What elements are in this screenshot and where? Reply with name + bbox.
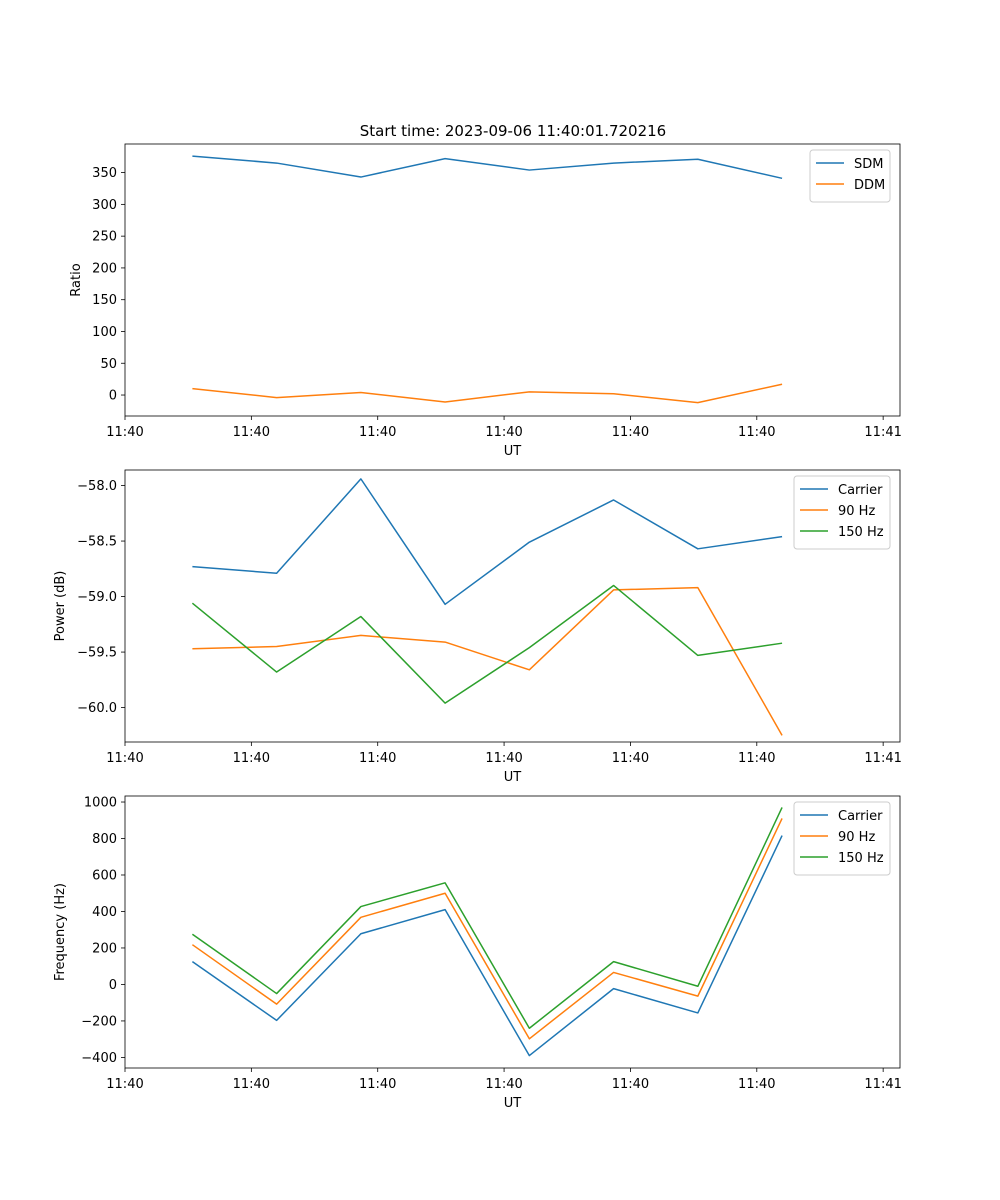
legend-label: 90 Hz	[838, 830, 875, 845]
x-tick-label: 11:41	[864, 1077, 901, 1092]
y-tick-label: −59.0	[77, 590, 117, 605]
legend: SDM DDM	[809, 149, 891, 203]
y-tick-label: 300	[92, 198, 117, 213]
y-tick-label: −59.5	[77, 646, 117, 661]
legend: Carrier 90 Hz 150 Hz	[793, 801, 891, 876]
axes-frame	[124, 795, 901, 1069]
x-tick-label: 11:40	[233, 1077, 270, 1092]
x-tick-label: 11:40	[359, 751, 396, 766]
series-line-ddm	[192, 383, 783, 404]
x-tick-label: 11:40	[485, 425, 522, 440]
y-tick-label: 100	[92, 325, 117, 340]
chart-title: Start time: 2023-09-06 11:40:01.720216	[360, 122, 666, 140]
y-tick-label: −60.0	[77, 701, 117, 716]
y-tick-label: 1000	[84, 796, 117, 811]
x-tick-label: 11:40	[106, 425, 143, 440]
y-tick-label: 400	[92, 905, 117, 920]
x-tick-label: 11:40	[359, 425, 396, 440]
chart-panel-3: 11:40 11:40 11:40 11:40 11:40 11:40 11:41 −400 −…	[53, 796, 902, 1111]
y-tick-label: −58.0	[77, 479, 117, 494]
legend-label: SDM	[854, 157, 883, 172]
y-tick-label: 0	[109, 389, 117, 404]
x-tick-label: 11:40	[233, 425, 270, 440]
y-tick-label: 800	[92, 832, 117, 847]
x-tick-label: 11:40	[106, 1077, 143, 1092]
x-axis-label: UT	[504, 444, 522, 459]
chart-panel-1: 11:40 11:40 11:40 11:40 11:40 11:40 11:41 0 50 10…	[69, 143, 902, 459]
legend-label: 150 Hz	[838, 525, 884, 540]
x-tick-label: 11:40	[612, 425, 649, 440]
y-tick-label: −200	[81, 1014, 117, 1029]
x-tick-label: 11:40	[359, 1077, 396, 1092]
x-axis-label: UT	[504, 1096, 522, 1111]
panels: 11:40 11:40 11:40 11:40 11:40 11:40 11:41 0 50 10…	[53, 143, 902, 1111]
x-tick-label: 11:41	[864, 425, 901, 440]
x-tick-label: 11:40	[612, 1077, 649, 1092]
y-tick-label: 150	[92, 293, 117, 308]
series-line-90-hz	[192, 586, 783, 736]
x-tick-label: 11:40	[738, 1077, 775, 1092]
x-tick-label: 11:40	[233, 751, 270, 766]
series-line-sdm	[192, 155, 783, 180]
y-tick-label: 350	[92, 166, 117, 181]
legend: Carrier 90 Hz 150 Hz	[793, 475, 891, 550]
legend-label: 150 Hz	[838, 851, 884, 866]
y-axis-label: Frequency (Hz)	[53, 883, 68, 981]
series-line-150-hz	[191, 807, 783, 1029]
y-tick-label: 200	[92, 941, 117, 956]
y-tick-label: 600	[92, 868, 117, 883]
y-tick-label: 0	[109, 978, 117, 993]
x-tick-label: 11:40	[738, 751, 775, 766]
legend-label: Carrier	[838, 809, 883, 824]
y-tick-label: −58.5	[77, 535, 117, 550]
legend-label: Carrier	[838, 483, 883, 498]
x-tick-label: 11:40	[612, 751, 649, 766]
series-line-carrier	[191, 835, 783, 1057]
axes-frame	[124, 143, 901, 417]
series-line-90-hz	[191, 818, 783, 1040]
y-tick-label: 200	[92, 261, 117, 276]
x-tick-label: 11:40	[485, 751, 522, 766]
y-tick-label: −400	[81, 1051, 117, 1066]
x-tick-label: 11:40	[738, 425, 775, 440]
legend-label: DDM	[854, 178, 885, 193]
x-axis-label: UT	[504, 770, 522, 785]
chart-panel-2: 11:40 11:40 11:40 11:40 11:40 11:40 11:41 −58.0…	[53, 469, 902, 785]
y-tick-label: 250	[92, 230, 117, 245]
x-tick-label: 11:40	[106, 751, 143, 766]
x-tick-label: 11:40	[485, 1077, 522, 1092]
x-tick-label: 11:41	[864, 751, 901, 766]
y-tick-label: 50	[100, 357, 117, 372]
legend-label: 90 Hz	[838, 504, 875, 519]
series-line-carrier	[192, 478, 783, 606]
y-axis-label: Ratio	[69, 263, 84, 296]
series-line-150-hz	[191, 584, 783, 704]
y-axis-label: Power (dB)	[53, 571, 68, 642]
axes-frame	[124, 469, 901, 743]
